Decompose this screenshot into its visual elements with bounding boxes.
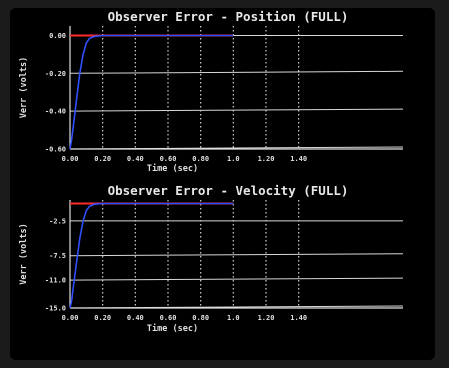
- x-tick-label: 0.60: [160, 314, 177, 322]
- position-error-chart: Observer Error - Position (FULL) 0.00 -0.2…: [19, 9, 404, 174]
- x-tick-label: 0.80: [192, 314, 209, 322]
- chart-title: Observer Error - Position (FULL): [108, 9, 349, 24]
- y-tick-label: -11.0: [45, 277, 66, 285]
- x-tick-label: 1.0: [227, 314, 240, 322]
- y-gridline: [69, 277, 404, 281]
- x-tick-label: 0.40: [127, 155, 144, 163]
- y-gridline: [69, 253, 404, 257]
- y-tick-label: -7.5: [49, 252, 66, 260]
- y-tick-label: -0.40: [45, 108, 66, 116]
- x-tick-label: 0.00: [62, 314, 79, 322]
- y-tick-label: 0.00: [49, 32, 66, 40]
- x-tick-label: 1.20: [258, 314, 275, 322]
- x-tick-label: 1.40: [290, 314, 307, 322]
- x-tick-label: 0.60: [160, 155, 177, 163]
- x-tick-label: 1.20: [258, 155, 275, 163]
- x-tick-label: 0.20: [94, 155, 111, 163]
- series-line: [69, 34, 234, 150]
- x-tick-label: 0.20: [94, 314, 111, 322]
- y-gridline: [69, 108, 404, 112]
- y-tick-label: -15.0: [45, 305, 66, 313]
- x-tick-label: 0.40: [127, 314, 144, 322]
- velocity-error-chart: Observer Error - Velocity (FULL) -2.5 -7.5…: [19, 183, 404, 334]
- x-axis-label: Time (sec): [147, 323, 198, 334]
- x-tick-label: 1.0: [227, 155, 240, 163]
- x-tick-label: 0.00: [62, 155, 79, 163]
- y-tick-label: -2.5: [49, 217, 66, 225]
- chart-title: Observer Error - Velocity (FULL): [108, 183, 349, 198]
- oscilloscope-screen: Observer Error - Position (FULL) 0.00 -0.2…: [10, 8, 435, 360]
- x-tick-label: 0.80: [192, 155, 209, 163]
- series-line: [69, 202, 234, 309]
- y-axis-label: Verr (volts): [19, 223, 29, 284]
- x-axis-label: Time (sec): [147, 163, 198, 174]
- y-axis-label: Verr (volts): [19, 57, 29, 118]
- y-tick-label: -0.20: [45, 70, 66, 78]
- y-gridline: [69, 70, 404, 74]
- y-tick-label: -0.60: [45, 146, 66, 154]
- x-tick-label: 1.40: [290, 155, 307, 163]
